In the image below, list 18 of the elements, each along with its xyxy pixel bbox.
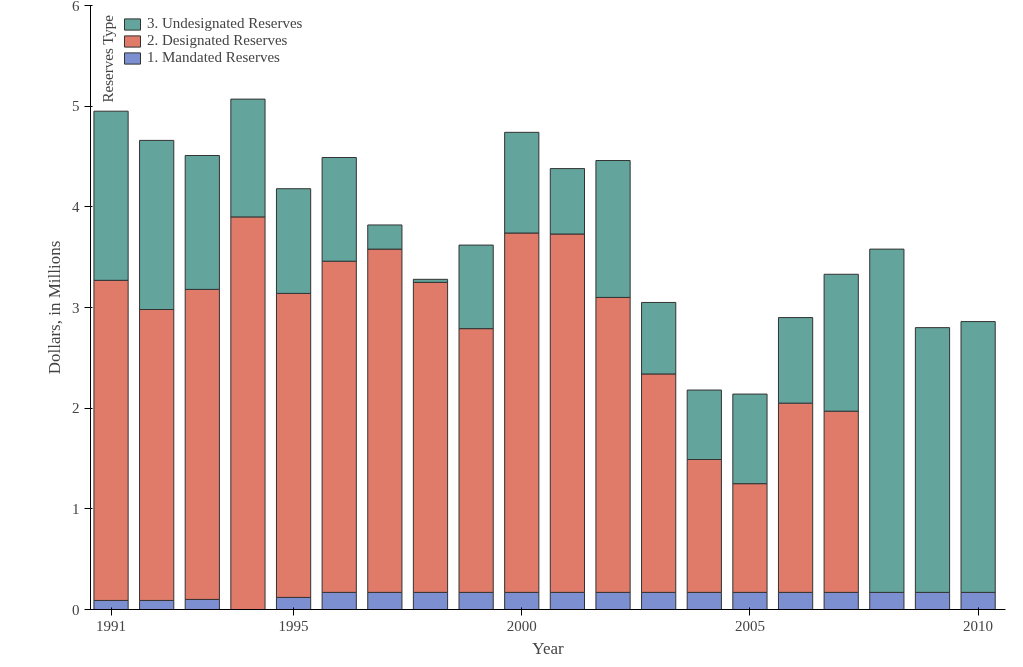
y-tick-label: 4 [72, 198, 80, 215]
y-tick-label: 2 [72, 400, 80, 417]
y-tick-label: 6 [72, 0, 80, 14]
y-tick-label: 3 [72, 299, 80, 316]
x-tick-label: 1991 [96, 617, 127, 634]
x-tick-label: 2005 [734, 617, 765, 634]
x-tick-label: 2010 [963, 617, 994, 634]
legend-label: 2. Designated Reserves [147, 32, 288, 49]
x-tick-label: 1995 [278, 617, 309, 634]
legend-label: 3. Undesignated Reserves [147, 15, 303, 32]
y-tick-label: 5 [72, 98, 80, 115]
legend-label: 1. Mandated Reserves [147, 49, 280, 66]
legend-title: Reserves Type [100, 15, 117, 103]
y-tick-label: 0 [72, 601, 80, 618]
x-axis-title: Year [532, 638, 564, 658]
y-tick-label: 1 [72, 500, 80, 517]
y-axis-title: Dollars, in Millions [45, 240, 64, 375]
x-tick-label: 2000 [506, 617, 537, 634]
